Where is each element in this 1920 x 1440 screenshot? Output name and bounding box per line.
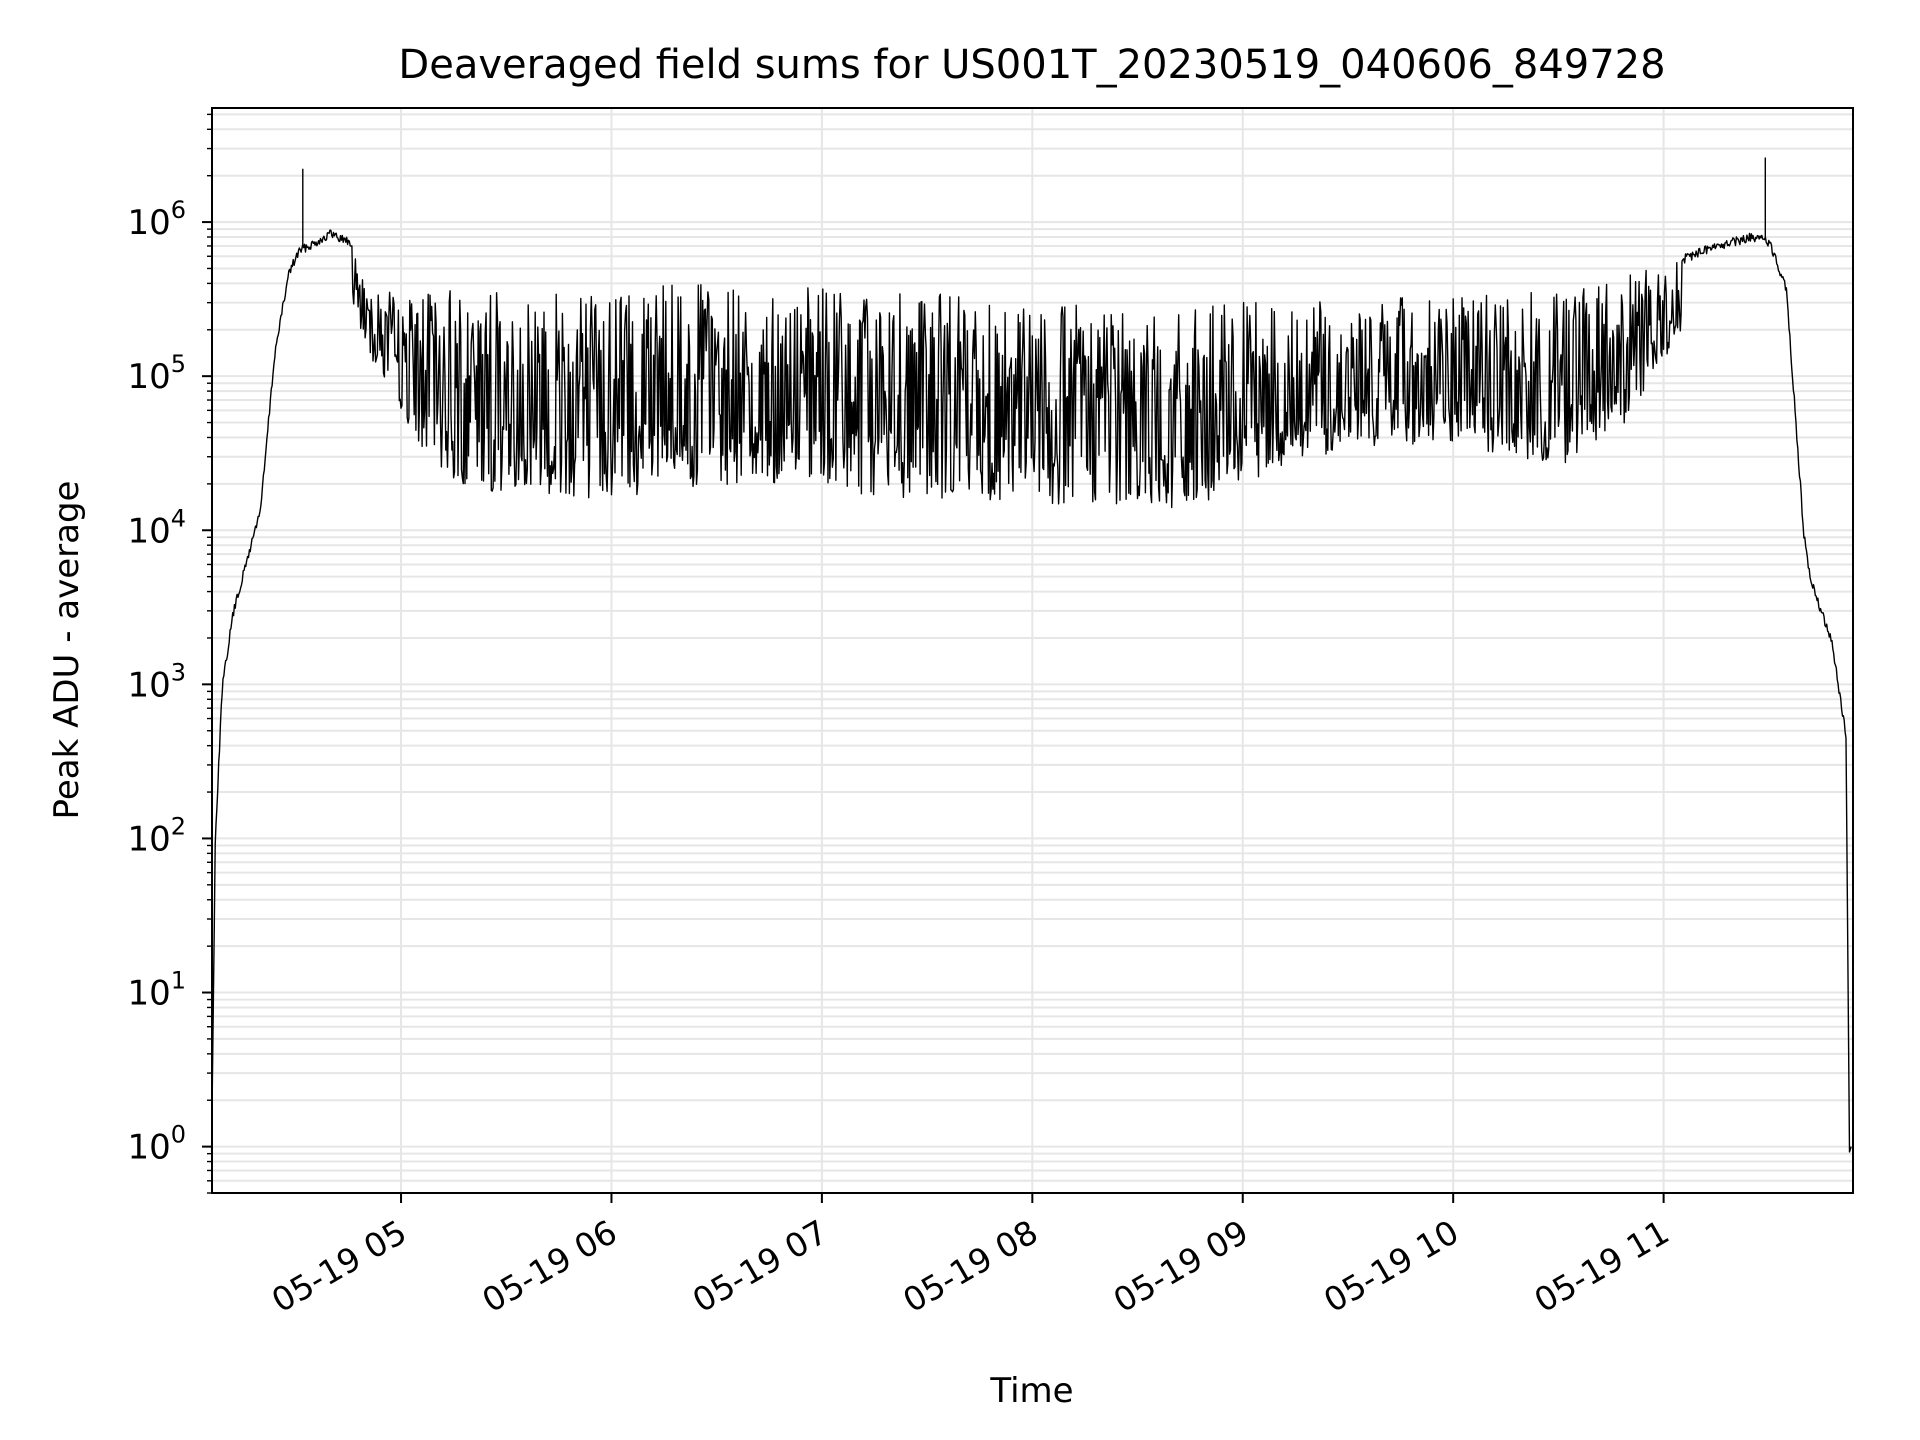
- y-tick-label: 106: [127, 196, 186, 243]
- y-tick-label: 104: [127, 504, 186, 551]
- chart-title: Deaveraged field sums for US001T_2023051…: [398, 42, 1665, 88]
- y-tick-label: 103: [127, 658, 186, 705]
- grid: [212, 108, 1853, 1194]
- y-axis-label: Peak ADU - average: [47, 481, 87, 820]
- y-tick-label: 101: [127, 967, 186, 1014]
- y-tick-label: 102: [127, 812, 186, 859]
- y-tick-label: 100: [127, 1121, 186, 1168]
- data-series: [210, 157, 1852, 1153]
- y-tick-label: 105: [127, 350, 186, 397]
- series-line: [210, 157, 1852, 1153]
- x-axis-label: Time: [989, 1371, 1073, 1411]
